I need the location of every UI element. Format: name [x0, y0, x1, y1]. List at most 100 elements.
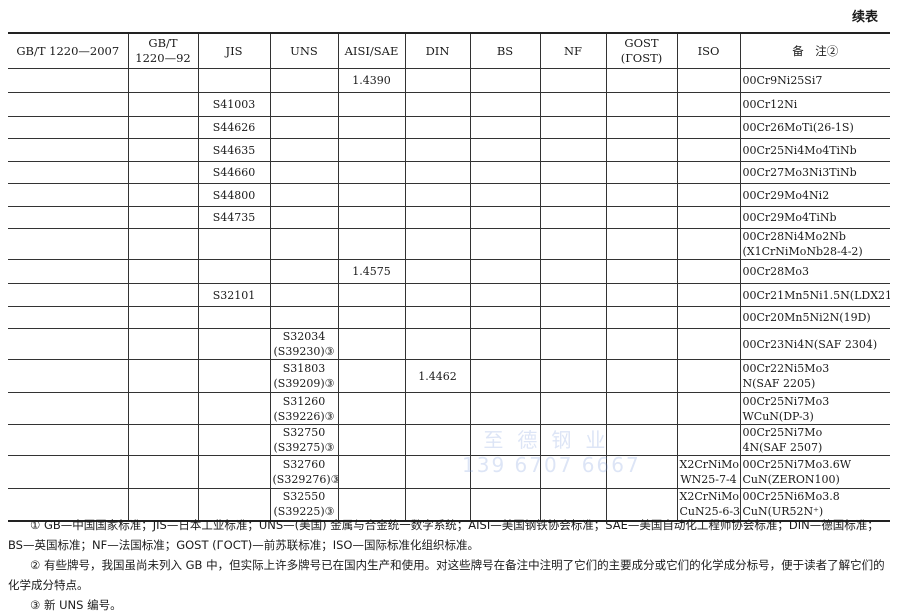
table-cell	[337, 424, 406, 456]
cell-text-aisi: 1.4390	[352, 74, 391, 87]
table-cell	[676, 183, 741, 207]
cell-text-note: 00Cr12Ni	[742, 98, 798, 111]
table-cell	[404, 116, 471, 139]
table-cell: 00Cr22Ni5Mo3 N(SAF 2205)	[739, 359, 890, 393]
table-cell	[469, 359, 541, 393]
cell-text-note2: (X1CrNiMoNb28-4-2)	[742, 245, 863, 258]
table-cell	[8, 183, 129, 207]
table-cell: S44660	[197, 161, 271, 184]
table-cell	[676, 68, 741, 93]
table-cell: S41003	[197, 92, 271, 117]
table-cell	[404, 455, 471, 489]
table-cell	[605, 455, 678, 489]
cell-text-uns: S32760	[282, 458, 326, 471]
table-cell	[127, 161, 199, 184]
table-cell: 00Cr25Ni6Mo3.8 CuN(UR52N⁺)	[739, 488, 890, 521]
cell-text-jis: S44735	[212, 211, 256, 224]
column-header: AISI/SAE	[337, 32, 406, 69]
cell-text-note: 00Cr29Mo4TiNb	[742, 211, 837, 224]
table-cell	[539, 359, 607, 393]
table-cell	[8, 359, 129, 393]
table-cell	[676, 259, 741, 284]
table-cell	[404, 161, 471, 184]
table-cell	[539, 68, 607, 93]
table-cell	[605, 161, 678, 184]
table-cell	[539, 283, 607, 307]
table-cell	[337, 206, 406, 229]
table-cell: 00Cr27Mo3Ni3TiNb	[739, 161, 890, 184]
column-header: GB/T 1220—2007	[8, 32, 129, 69]
table-cell	[404, 392, 471, 425]
cell-text-note: 00Cr25Ni7Mo3.6W	[742, 458, 852, 471]
table-cell	[469, 424, 541, 456]
table-cell	[469, 161, 541, 184]
table-row: S44735 00Cr29Mo4TiNb	[8, 206, 890, 229]
table-cell	[469, 92, 541, 117]
table-cell: 00Cr9Ni25Si7	[739, 68, 890, 93]
table-cell	[605, 359, 678, 393]
table-cell	[676, 359, 741, 393]
cell-text-note: 00Cr25Ni4Mo4TiNb	[742, 143, 857, 157]
table-cell	[8, 68, 129, 93]
table-cell	[469, 116, 541, 139]
table-cell	[539, 306, 607, 329]
cell-text-din: 1.4462	[418, 369, 457, 383]
table-cell	[269, 92, 339, 117]
cell-text-jis: S44660	[212, 166, 256, 179]
cell-text-note: 00Cr29Mo4Ni2	[742, 188, 830, 202]
table-cell	[127, 68, 199, 93]
table-cell	[404, 488, 471, 521]
table-cell	[269, 68, 339, 93]
table-cell	[404, 259, 471, 284]
table-row: 1.4390 00Cr9Ni25Si7	[8, 68, 890, 93]
table-cell: 00Cr12Ni	[739, 92, 890, 117]
cell-text-uns2: (S39230)③	[273, 345, 335, 358]
table-row: S44626 00Cr26MoTi(26-1S)	[8, 116, 890, 139]
table-cell	[127, 206, 199, 229]
table-cell	[676, 138, 741, 162]
table-cell	[197, 455, 271, 489]
table-cell	[676, 228, 741, 260]
table-cell: S44626	[197, 116, 271, 139]
table-cell	[269, 161, 339, 184]
table-cell	[269, 306, 339, 329]
cell-text-note2: 4N(SAF 2507)	[742, 441, 823, 454]
cell-text-note: 00Cr20Mn5Ni2N(19D)	[742, 311, 871, 324]
table-cell	[605, 392, 678, 425]
table-row: S32101 00Cr21Mn5Ni1.5N(LDX2101)	[8, 283, 891, 307]
cell-text-note: 00Cr27Mo3Ni3TiNb	[742, 166, 857, 179]
table-cell	[605, 68, 678, 93]
table-cell	[337, 359, 406, 393]
table-cell	[337, 138, 406, 162]
cell-text-note: 00Cr25Ni7Mo	[742, 426, 823, 439]
table-cell	[676, 328, 741, 360]
table-cell	[404, 183, 471, 207]
table-cell	[605, 424, 678, 456]
cell-text-note2: N(SAF 2205)	[742, 377, 816, 390]
table-cell	[469, 138, 541, 162]
cell-text-uns: S31260	[282, 394, 326, 408]
cell-text-iso: X2CrNiMo	[679, 458, 740, 471]
table-cell	[8, 206, 129, 229]
table-cell	[605, 183, 678, 207]
table-row: 1.4575 00Cr28Mo3	[8, 259, 890, 284]
header-row: GB/T 1220—2007 GB/T 1220—92 JIS UNS AISI/SAE…	[8, 32, 890, 69]
table-row: S41003 00Cr12Ni	[8, 92, 890, 117]
table-cell	[469, 259, 541, 284]
table-cell: S44735	[197, 206, 271, 229]
cell-text-iso2: CuN25-6-3	[679, 505, 740, 519]
column-header: UNS	[269, 32, 339, 69]
cell-text-jis: S44800	[212, 188, 256, 202]
table-cell	[605, 206, 678, 229]
footnote-3: ③ 新 UNS 编号。	[30, 598, 122, 612]
table-row: S32760 (S329276)③ X2CrNiMo WN25-7-4 00Cr25Ni…	[8, 455, 890, 489]
table-cell	[605, 228, 678, 260]
table-cell	[469, 228, 541, 260]
cell-text-jis: S41003	[212, 98, 256, 111]
table-cell	[197, 259, 271, 284]
table-cell	[337, 328, 406, 360]
cell-text-note: 00Cr21Mn5Ni1.5N(LDX2101)	[742, 288, 891, 302]
cell-text-note: 00Cr23Ni4N(SAF 2304)	[742, 337, 878, 351]
table-cell	[269, 183, 339, 207]
table-cell	[8, 161, 129, 184]
